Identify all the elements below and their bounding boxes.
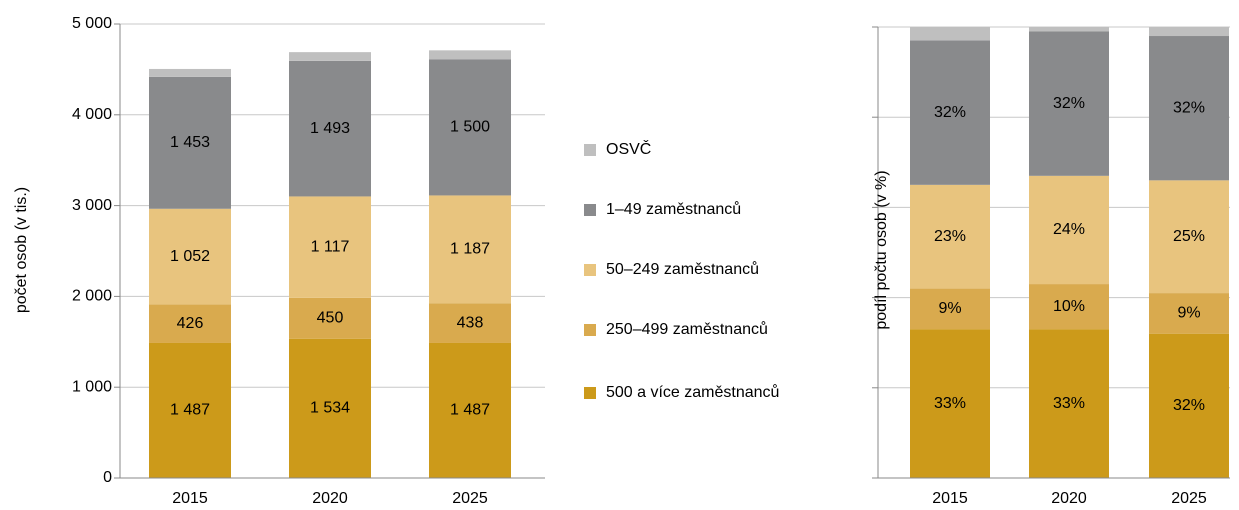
value-label: 32% [1173, 397, 1205, 414]
bar-segment [149, 76, 231, 209]
bar-segment [1029, 31, 1109, 176]
legend-label: 500 a více zaměstnanců [606, 383, 779, 401]
bar-segment [289, 52, 371, 61]
bar-segment [429, 195, 511, 304]
x-tick-label: 2015 [172, 490, 208, 507]
legend-swatch [584, 324, 596, 336]
bar-segment [910, 288, 990, 330]
y-tick-label: 4 000 [72, 106, 112, 123]
value-label: 33% [1053, 395, 1085, 412]
bar-segment [910, 329, 990, 478]
value-label: 23% [934, 228, 966, 245]
value-label: 438 [457, 314, 484, 331]
y-tick-label: 3 000 [72, 197, 112, 214]
bar-segment [910, 40, 990, 185]
bar-segment [1029, 175, 1109, 285]
y-tick-label: 1 000 [72, 378, 112, 395]
y-tick-label: 5 000 [72, 15, 112, 32]
bar-segment [429, 342, 511, 478]
bar-segment [910, 27, 990, 41]
bar-segment [1149, 180, 1229, 294]
value-label: 32% [1053, 95, 1085, 112]
value-label: 1 487 [170, 402, 210, 419]
bar-segment [149, 342, 231, 478]
value-label: 1 487 [450, 402, 490, 419]
value-label: 1 187 [450, 241, 490, 258]
bar-segment [149, 208, 231, 305]
bar-segment [149, 304, 231, 343]
x-tick-label: 2015 [932, 490, 968, 507]
legend-label: 50–249 zaměstnanců [606, 260, 759, 278]
legend-label: 250–499 zaměstnanců [606, 320, 768, 338]
value-label: 1 052 [170, 248, 210, 265]
value-label: 1 534 [310, 400, 350, 417]
value-label: 1 453 [170, 134, 210, 151]
legend-swatch [584, 144, 596, 156]
x-tick-label: 2020 [312, 490, 348, 507]
legend-label: 1–49 zaměstnanců [606, 200, 741, 218]
legend-swatch [584, 204, 596, 216]
value-label: 24% [1053, 221, 1085, 238]
bar-segment [1149, 293, 1229, 334]
bar-segment [289, 196, 371, 298]
value-label: 1 500 [450, 119, 490, 136]
y-axis-label: podíl počtu osob (v %) [873, 170, 890, 329]
value-label: 450 [317, 310, 344, 327]
bar-segment [289, 338, 371, 478]
x-tick-label: 2020 [1051, 490, 1087, 507]
x-tick-label: 2025 [452, 490, 488, 507]
bar-segment [429, 50, 511, 60]
legend-swatch [584, 387, 596, 399]
bar-segment [1029, 329, 1109, 478]
bar-segment [149, 68, 231, 77]
x-tick-label: 2025 [1171, 490, 1207, 507]
value-label: 25% [1173, 228, 1205, 245]
bar-segment [1149, 333, 1229, 478]
value-label: 33% [934, 395, 966, 412]
legend-label: OSVČ [606, 139, 651, 158]
value-label: 10% [1053, 298, 1085, 315]
bar-segment [429, 59, 511, 196]
bar-segment [1029, 284, 1109, 330]
value-label: 1 117 [311, 238, 350, 255]
bar-segment [1149, 36, 1229, 181]
value-label: 1 493 [310, 120, 350, 137]
bar-segment [1149, 27, 1229, 37]
value-label: 32% [1173, 99, 1205, 116]
value-label: 9% [1177, 305, 1200, 322]
value-label: 426 [177, 315, 204, 332]
value-label: 9% [938, 300, 961, 317]
bar-segment [429, 303, 511, 343]
y-tick-label: 0 [103, 469, 112, 486]
y-tick-label: 2 000 [72, 288, 112, 305]
bar-segment [910, 184, 990, 289]
legend-swatch [584, 264, 596, 276]
bar-segment [1029, 27, 1109, 32]
bar-segment [289, 297, 371, 339]
bar-segment [289, 60, 371, 197]
y-axis-label: počet osob (v tis.) [13, 187, 30, 313]
value-label: 32% [934, 104, 966, 121]
